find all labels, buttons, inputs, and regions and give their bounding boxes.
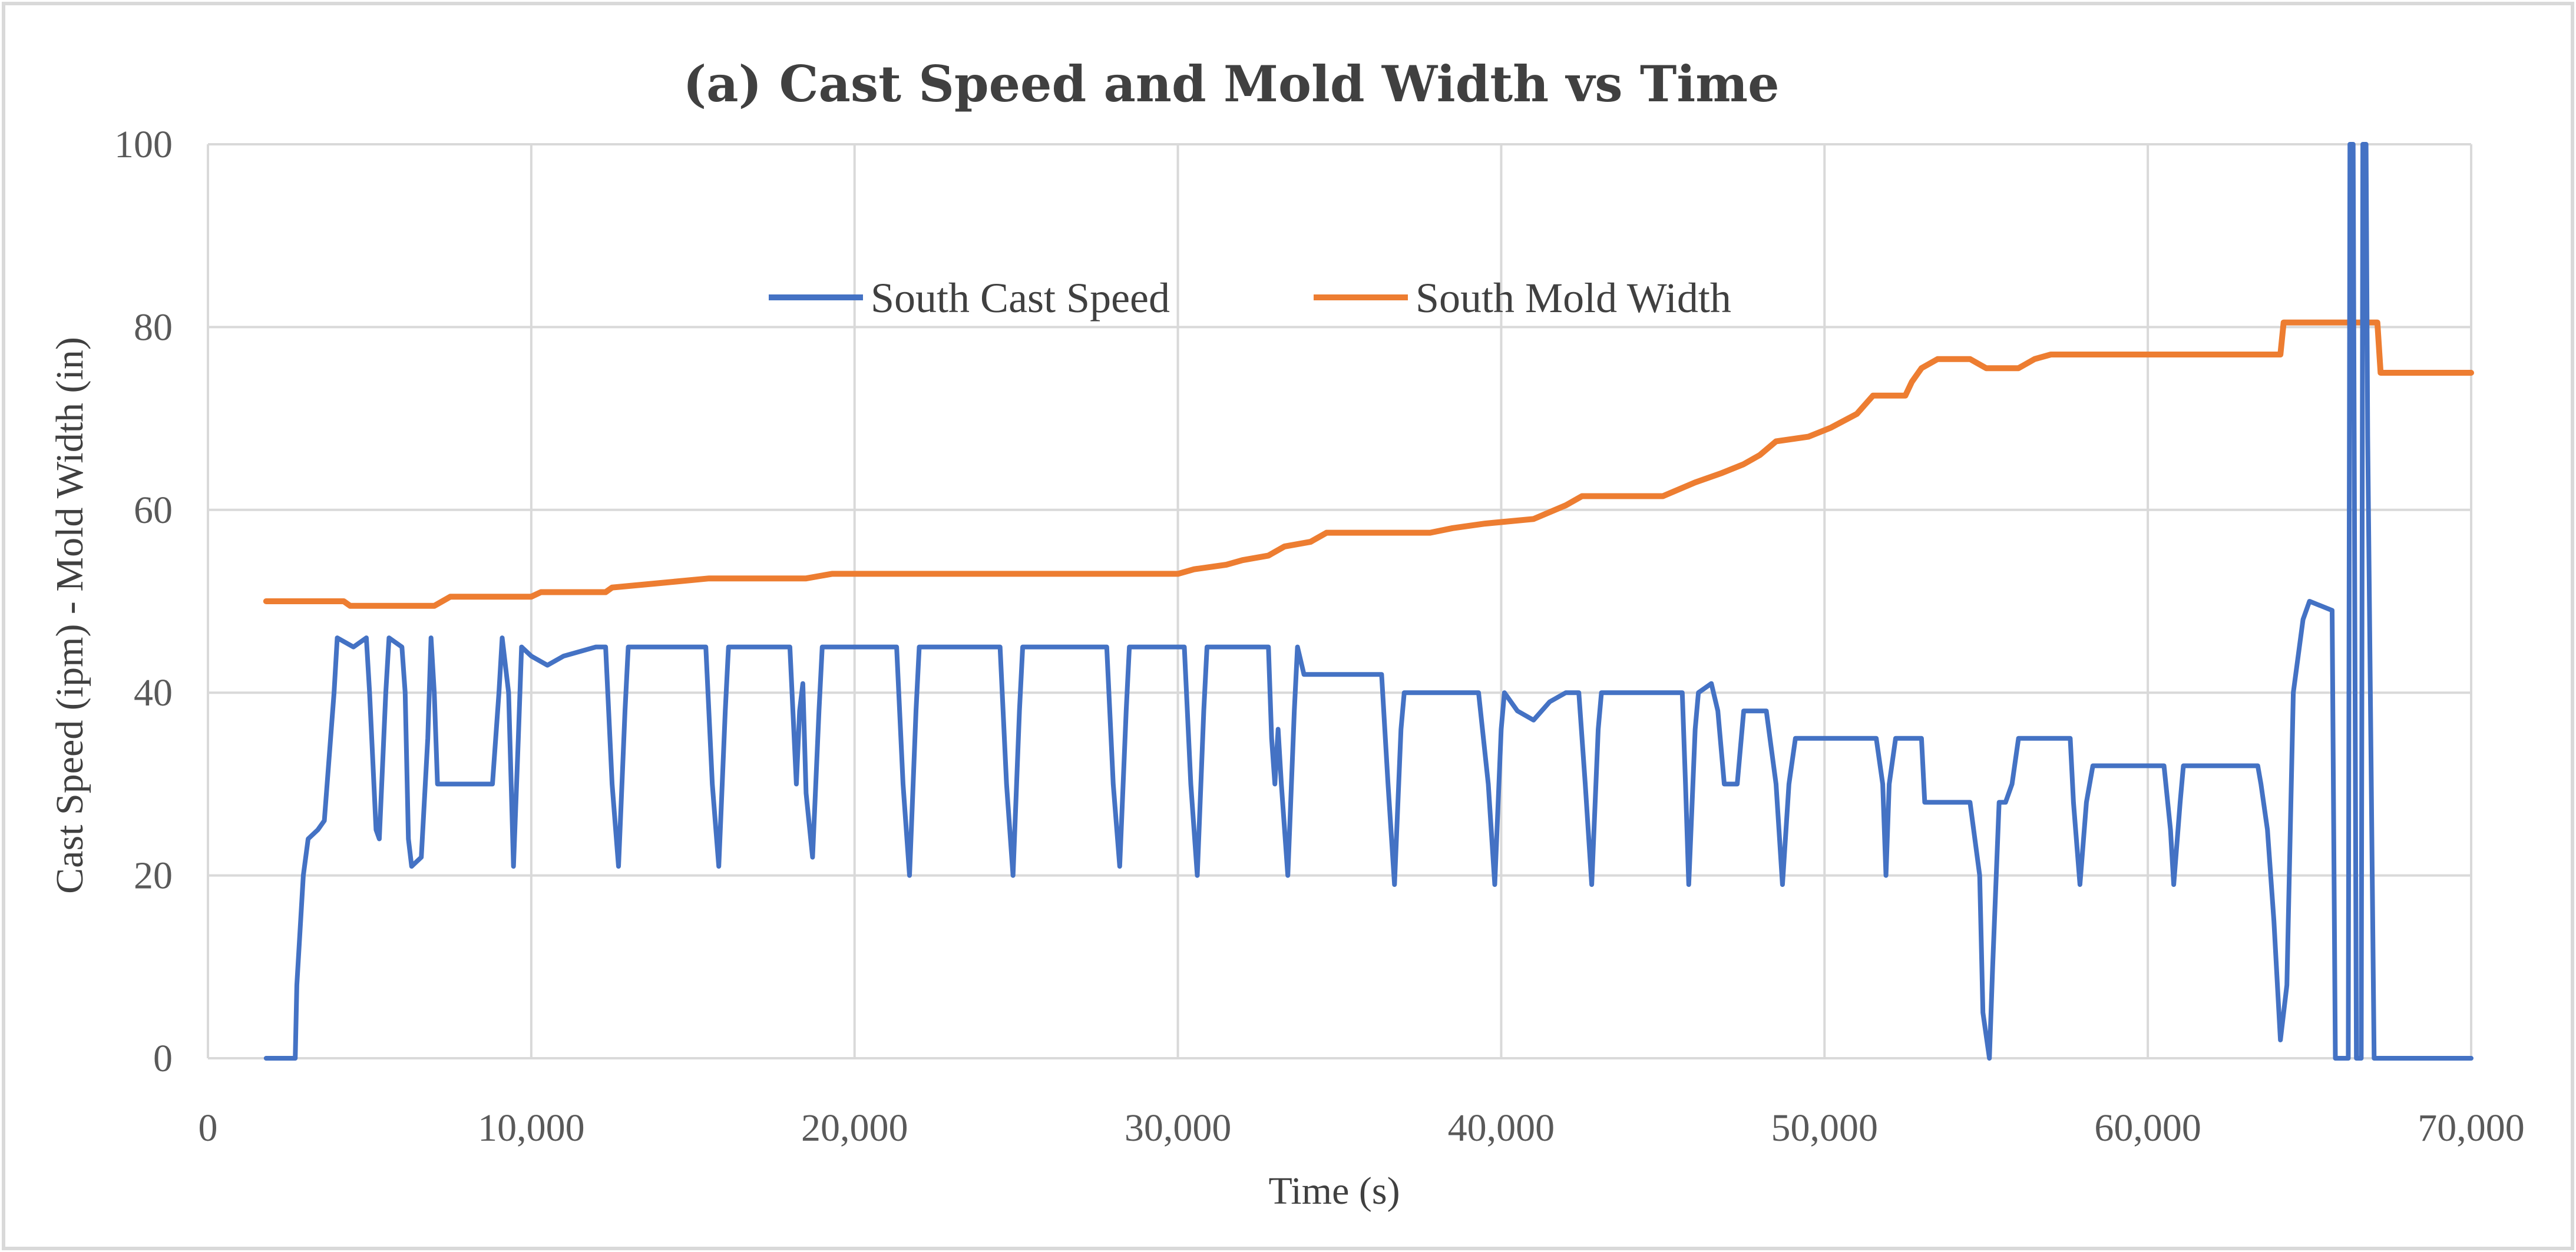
y-tick-label: 20: [134, 854, 173, 897]
legend-label-south-cast-speed: South Cast Speed: [871, 274, 1170, 322]
y-axis-label: Cast Speed (ipm) - Mold Width (in): [48, 337, 91, 894]
x-tick-label: 60,000: [2094, 1107, 2201, 1150]
legend-label-south-mold-width: South Mold Width: [1416, 274, 1731, 322]
x-tick-label: 0: [199, 1107, 218, 1150]
series-line-south-mold-width: [263, 319, 2474, 609]
y-tick-label: 40: [134, 671, 173, 714]
y-tick-label: 0: [153, 1037, 173, 1080]
x-axis-ticks: 0 10,000 20,000 30,000 40,000 50,000 60,000 70,…: [199, 1107, 2525, 1150]
x-axis-label: Time (s): [1268, 1170, 1400, 1213]
legend: South Cast Speed South Mold Width: [769, 274, 1731, 322]
y-tick-label: 80: [134, 306, 173, 349]
x-tick-label: 20,000: [801, 1107, 908, 1150]
chart-title: (a) Cast Speed and Mold Width vs Time: [683, 55, 1779, 113]
x-tick-label: 40,000: [1448, 1107, 1555, 1150]
x-tick-label: 30,000: [1125, 1107, 1232, 1150]
y-tick-label: 60: [134, 489, 173, 532]
x-tick-label: 50,000: [1771, 1107, 1879, 1150]
series-layer: [263, 142, 2474, 1061]
series-line-south-cast-speed: [263, 142, 2474, 1061]
y-tick-label: 100: [114, 123, 173, 166]
gridlines: [207, 143, 2472, 1059]
x-tick-label: 70,000: [2418, 1107, 2525, 1150]
y-axis-ticks: 0 20 40 60 80 100: [114, 123, 173, 1080]
x-tick-label: 10,000: [478, 1107, 585, 1150]
